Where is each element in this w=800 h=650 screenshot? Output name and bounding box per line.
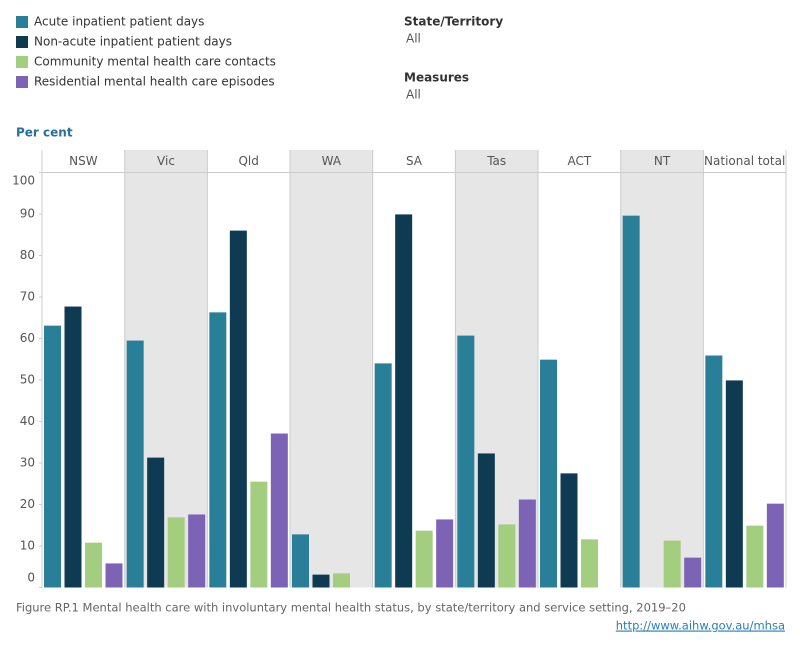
bar[interactable]: [518, 499, 536, 588]
bar[interactable]: [705, 355, 723, 588]
bar[interactable]: [395, 214, 413, 588]
caption: Figure RP.1 Mental health care with invo…: [16, 601, 686, 615]
legend-swatch[interactable]: [16, 56, 28, 68]
y-tick-label: 60: [20, 331, 35, 345]
bar[interactable]: [147, 457, 165, 588]
bar[interactable]: [540, 359, 557, 588]
bar[interactable]: [560, 473, 578, 588]
y-tick-label: 80: [20, 248, 35, 262]
bar[interactable]: [85, 542, 102, 588]
bar[interactable]: [333, 573, 350, 588]
header-shade: [290, 150, 373, 173]
y-tick-label: 50: [20, 373, 35, 387]
y-tick-label: 0: [27, 571, 35, 585]
legend-swatch[interactable]: [16, 76, 28, 88]
bar[interactable]: [167, 517, 185, 588]
bar[interactable]: [270, 433, 288, 588]
y-tick-label: 90: [20, 207, 35, 221]
bar[interactable]: [477, 453, 495, 588]
y-tick-label: 30: [20, 456, 35, 470]
bar[interactable]: [436, 519, 454, 588]
bar[interactable]: [64, 306, 82, 588]
bar[interactable]: [105, 563, 123, 588]
panel-header: WA: [322, 154, 342, 168]
bar[interactable]: [188, 514, 206, 588]
bar[interactable]: [374, 363, 392, 588]
bar[interactable]: [622, 215, 640, 588]
legend-swatch[interactable]: [16, 36, 28, 48]
bar[interactable]: [766, 503, 784, 588]
filter-value[interactable]: All: [406, 32, 421, 46]
panel-header: ACT: [567, 154, 591, 168]
bar[interactable]: [746, 525, 764, 588]
legend-text[interactable]: Community mental health care contacts: [34, 55, 276, 69]
filter-value[interactable]: All: [406, 88, 421, 102]
bar[interactable]: [415, 530, 433, 588]
bar[interactable]: [209, 312, 227, 588]
panel-header: NT: [654, 154, 671, 168]
header-shade: [455, 150, 538, 173]
legend-text[interactable]: Non-acute inpatient patient days: [34, 35, 232, 49]
bar[interactable]: [498, 524, 516, 588]
filter-title: Measures: [404, 71, 469, 85]
source-link[interactable]: http://www.aihw.gov.au/mhsa: [616, 619, 785, 633]
bar[interactable]: [229, 230, 247, 588]
panel-shade: [290, 172, 373, 588]
bar[interactable]: [581, 539, 598, 588]
panel-header: Qld: [238, 154, 258, 168]
panel-header: NSW: [69, 154, 98, 168]
bar[interactable]: [312, 574, 330, 588]
bar[interactable]: [126, 340, 144, 588]
bar[interactable]: [457, 335, 475, 588]
header-shade: [620, 150, 704, 173]
bar[interactable]: [250, 481, 268, 588]
legend-swatch[interactable]: [16, 16, 28, 28]
bar[interactable]: [663, 540, 681, 588]
y-tick-label: 10: [20, 539, 35, 553]
legend-text[interactable]: Acute inpatient patient days: [34, 15, 204, 29]
y-tick-label: 100: [12, 174, 35, 188]
header-shade: [124, 150, 208, 173]
panel-header: National total: [704, 154, 785, 168]
y-tick-label: 40: [20, 414, 35, 428]
bar[interactable]: [684, 557, 702, 588]
panel-header: SA: [406, 154, 423, 168]
y-tick-label: 20: [20, 497, 35, 511]
y-tick-label: 70: [20, 290, 35, 304]
y-axis-label: Per cent: [16, 126, 73, 140]
panel-header: Tas: [486, 154, 506, 168]
panel-header: Vic: [157, 154, 175, 168]
filter-title: State/Territory: [404, 15, 503, 29]
bar[interactable]: [44, 325, 61, 588]
legend-text[interactable]: Residential mental health care episodes: [34, 75, 275, 89]
bar[interactable]: [292, 534, 309, 588]
bar[interactable]: [725, 380, 743, 588]
